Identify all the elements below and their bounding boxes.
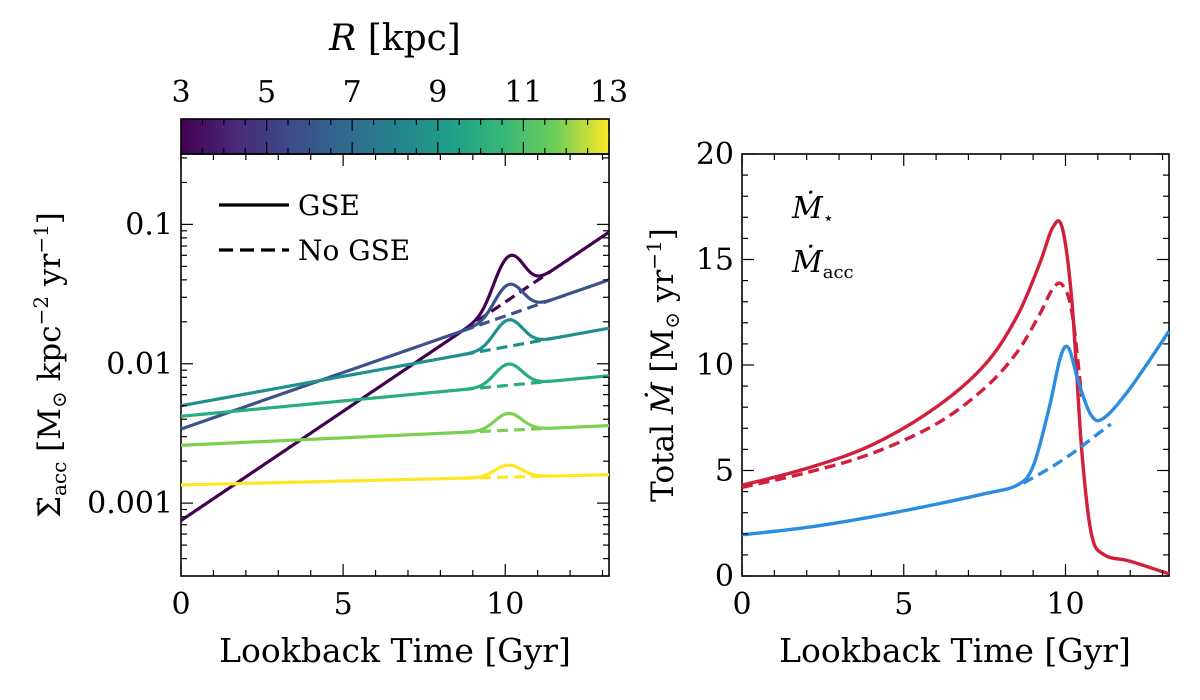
right-ylabel: Total Ṁ [M⊙ yr−1] bbox=[642, 228, 684, 502]
colorbar-tick-label: 13 bbox=[590, 75, 628, 110]
legend-nogse-label: No GSE bbox=[298, 234, 410, 267]
left-ytick-label: 0.1 bbox=[125, 207, 173, 242]
right-legend: Ṁ⋆ Ṁacc bbox=[791, 190, 854, 283]
left-ytick-label: 0.001 bbox=[87, 486, 173, 521]
colorbar: 3 5 7 9 11 13 R [kpc] bbox=[171, 18, 628, 155]
colorbar-tick-label: 3 bbox=[171, 75, 190, 110]
series-gse-R11 bbox=[180, 411, 610, 447]
colorbar-ticks: 3 5 7 9 11 13 bbox=[171, 75, 628, 154]
right-xtick-label: 5 bbox=[894, 587, 913, 622]
left-legend: GSE No GSE bbox=[219, 189, 410, 267]
series-gse-R3 bbox=[180, 230, 610, 522]
right-xlabel: Lookback Time [Gyr] bbox=[779, 631, 1131, 670]
colorbar-tick-label: 11 bbox=[504, 75, 542, 110]
right-series-2 bbox=[741, 330, 1171, 537]
left-xtick-label: 0 bbox=[171, 587, 190, 622]
right-series-0 bbox=[741, 219, 1170, 576]
series-gse-R5 bbox=[180, 278, 610, 431]
left-ticks: 0 5 10 0.001 0.01 0.1 bbox=[87, 154, 609, 622]
right-panel: 0 5 10 0 5 10 15 20 Ṁ⋆ Ṁacc Lookback Time [Gyr]… bbox=[642, 137, 1171, 670]
series-nogse-R13 bbox=[463, 474, 551, 480]
series-gse-R7 bbox=[180, 318, 610, 408]
colorbar-tick-label: 7 bbox=[343, 75, 362, 110]
right-ytick-label: 10 bbox=[696, 348, 734, 383]
left-panel: 0 5 10 0.001 0.01 0.1 GSE No GSE Lookback Tim… bbox=[29, 153, 610, 670]
left-ylabel: Σ̇acc [M⊙ kpc−2 yr−1] bbox=[29, 212, 71, 518]
left-xlabel: Lookback Time [Gyr] bbox=[219, 631, 571, 670]
right-xtick-label: 0 bbox=[732, 587, 751, 622]
left-plot-frame bbox=[180, 153, 610, 577]
right-ytick-label: 20 bbox=[696, 137, 734, 172]
series-nogse-R11 bbox=[463, 426, 551, 434]
series-nogse-R7 bbox=[462, 337, 551, 357]
right-series-3 bbox=[1022, 422, 1112, 485]
right-xtick-label: 10 bbox=[1046, 587, 1084, 622]
legend-mstar-label: Ṁ⋆ bbox=[791, 190, 834, 229]
right-series-group bbox=[741, 219, 1171, 576]
right-ticks: 0 5 10 0 5 10 15 20 bbox=[696, 137, 1169, 622]
right-ytick-label: 15 bbox=[696, 243, 734, 278]
colorbar-label: R [kpc] bbox=[328, 18, 461, 59]
left-series-group bbox=[180, 230, 610, 522]
right-ytick-label: 5 bbox=[715, 454, 734, 489]
series-gse-R13 bbox=[180, 463, 610, 487]
right-series-1 bbox=[741, 281, 1084, 490]
colorbar-tick-label: 9 bbox=[428, 75, 447, 110]
left-xtick-label: 10 bbox=[486, 587, 524, 622]
left-xtick-label: 5 bbox=[334, 587, 353, 622]
legend-gse-label: GSE bbox=[298, 189, 360, 222]
legend-macc-label: Ṁacc bbox=[791, 244, 854, 283]
series-nogse-R5 bbox=[462, 298, 552, 333]
right-ytick-label: 0 bbox=[715, 559, 734, 594]
left-ytick-label: 0.01 bbox=[106, 347, 173, 382]
colorbar-tick-label: 5 bbox=[257, 75, 276, 110]
series-gse-R9 bbox=[180, 362, 610, 418]
series-nogse-R9 bbox=[462, 379, 551, 392]
series-nogse-R3 bbox=[462, 270, 552, 332]
